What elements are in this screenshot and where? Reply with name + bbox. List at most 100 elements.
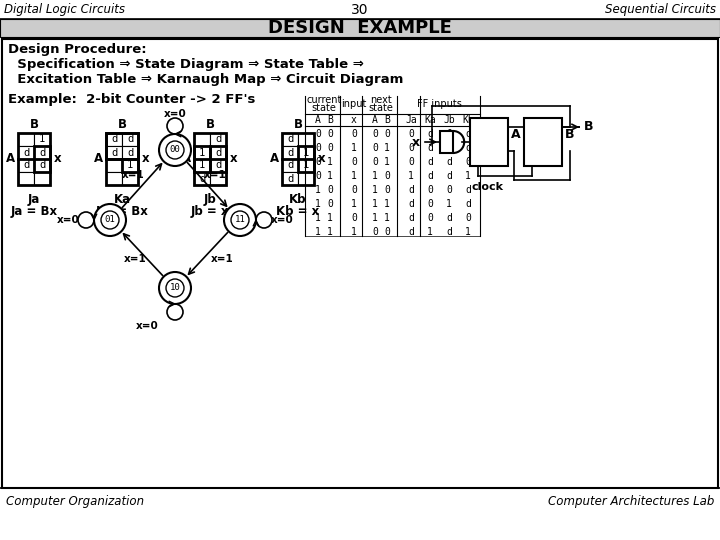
Text: x=1: x=1 (211, 254, 233, 264)
Text: x: x (142, 152, 150, 165)
Bar (34, 146, 50, 172)
Text: Ja: Ja (28, 193, 40, 206)
Text: Q: Q (499, 146, 505, 156)
Bar (18, 172, 34, 185)
Text: x=1: x=1 (124, 254, 146, 264)
Text: 0: 0 (315, 157, 321, 167)
Bar (34, 133, 50, 146)
Text: d: d (408, 199, 414, 209)
Text: d: d (408, 185, 414, 195)
Text: d: d (127, 134, 133, 145)
Text: 0: 0 (408, 143, 414, 153)
Text: B: B (384, 115, 390, 125)
Bar (440, 131, 453, 153)
Text: 0: 0 (465, 213, 471, 223)
Text: A: A (94, 152, 102, 165)
Text: 1: 1 (372, 185, 378, 195)
Bar (106, 146, 122, 159)
Text: A: A (511, 127, 521, 140)
Text: x=0: x=0 (163, 109, 186, 119)
Text: 0: 0 (372, 157, 378, 167)
Text: d: d (465, 143, 471, 153)
Text: state: state (369, 103, 393, 113)
Circle shape (166, 141, 184, 159)
Bar (282, 172, 298, 185)
Text: Q: Q (499, 146, 505, 156)
Circle shape (159, 272, 191, 304)
Text: Ka: Ka (424, 115, 436, 125)
Text: clock: clock (472, 182, 504, 192)
Text: x: x (412, 136, 420, 148)
Text: Computer Architectures Lab: Computer Architectures Lab (548, 496, 714, 509)
Text: 0: 0 (315, 129, 321, 139)
Text: d: d (446, 171, 452, 181)
Text: 1: 1 (427, 227, 433, 237)
Bar (18, 146, 34, 159)
Text: Q: Q (499, 146, 505, 156)
Text: 1: 1 (384, 213, 390, 223)
Text: Ja: Ja (405, 115, 417, 125)
Text: d: d (446, 213, 452, 223)
Text: 0: 0 (327, 185, 333, 195)
Text: 0: 0 (315, 143, 321, 153)
Text: J: J (473, 122, 480, 132)
Text: 1: 1 (384, 157, 390, 167)
Text: d: d (287, 134, 293, 145)
Text: Q: Q (498, 122, 505, 132)
Bar (194, 146, 210, 172)
Bar (106, 172, 122, 185)
Bar (194, 133, 210, 146)
Text: d: d (127, 147, 133, 158)
Text: 0: 0 (372, 129, 378, 139)
Text: x=0: x=0 (135, 321, 158, 331)
Text: d: d (446, 227, 452, 237)
Text: 11: 11 (235, 215, 246, 225)
Bar (298, 159, 314, 172)
Text: 0: 0 (427, 185, 433, 195)
Text: x: x (230, 152, 238, 165)
Text: 1: 1 (372, 171, 378, 181)
Text: Kb: Kb (462, 115, 474, 125)
Circle shape (166, 279, 184, 297)
Text: 1: 1 (408, 171, 414, 181)
Text: Excitation Table ⇒ Karnaugh Map ⇒ Circuit Diagram: Excitation Table ⇒ Karnaugh Map ⇒ Circui… (8, 73, 403, 86)
Text: 0: 0 (384, 185, 390, 195)
Text: 1: 1 (351, 143, 357, 153)
Text: B: B (584, 120, 593, 133)
Text: 10: 10 (170, 284, 181, 293)
Bar (282, 159, 298, 172)
Text: Digital Logic Circuits: Digital Logic Circuits (4, 3, 125, 17)
Bar (210, 172, 226, 185)
Text: K: K (473, 146, 480, 156)
Text: input: input (341, 99, 366, 109)
Text: 1: 1 (351, 199, 357, 209)
Circle shape (94, 204, 126, 236)
Bar (34, 146, 50, 159)
Text: 1: 1 (315, 227, 321, 237)
Text: 1: 1 (446, 143, 452, 153)
Text: 0: 0 (327, 199, 333, 209)
Bar (298, 146, 314, 159)
Bar (282, 133, 298, 146)
Text: d: d (39, 147, 45, 158)
Bar (18, 133, 50, 185)
Bar (122, 133, 138, 146)
Bar (524, 118, 562, 166)
Text: 0: 0 (372, 227, 378, 237)
Text: K: K (527, 146, 534, 156)
Text: x=0: x=0 (271, 215, 293, 225)
Text: 1: 1 (327, 157, 333, 167)
Bar (106, 133, 138, 159)
Text: A: A (269, 152, 279, 165)
Bar (194, 146, 210, 159)
Text: 1: 1 (327, 213, 333, 223)
Text: d: d (287, 173, 293, 184)
Text: Q: Q (553, 146, 559, 156)
Text: 0: 0 (327, 129, 333, 139)
Text: x: x (54, 152, 62, 165)
Text: 0: 0 (351, 157, 357, 167)
Bar (210, 146, 226, 172)
Text: 1: 1 (127, 160, 133, 171)
Text: Computer Organization: Computer Organization (6, 496, 144, 509)
Text: next: next (370, 95, 392, 105)
